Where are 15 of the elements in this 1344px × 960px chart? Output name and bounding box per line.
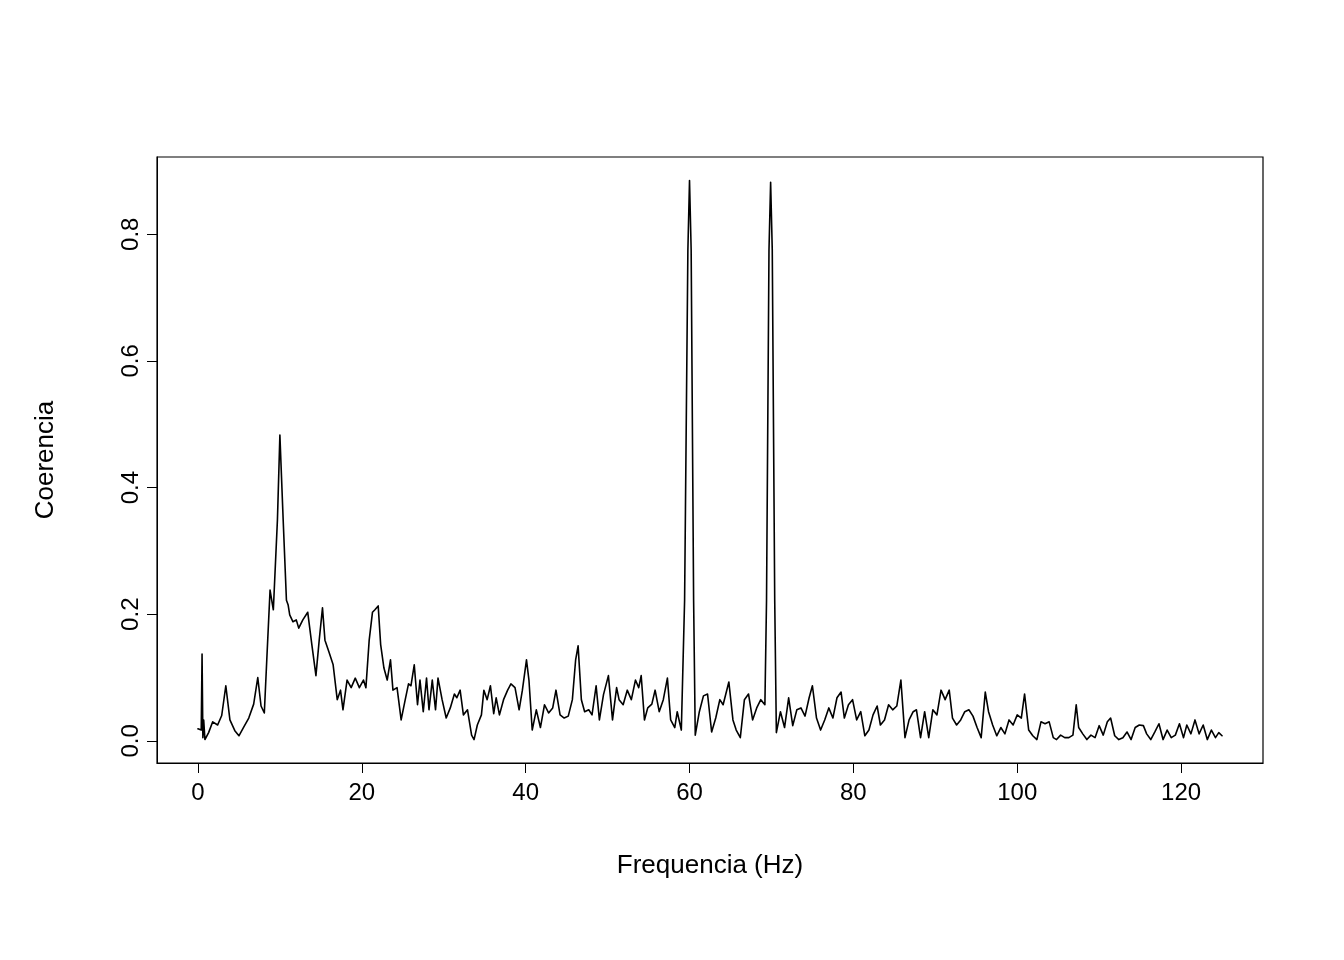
y-tick-label: 0.2 [115, 597, 143, 631]
x-axis-title: Frequencia (Hz) [616, 849, 804, 879]
y-tick-label: 0.0 [115, 724, 143, 758]
x-tick-label: 40 [512, 777, 540, 805]
y-axis-title: Coerencia [29, 400, 59, 520]
x-tick-label: 120 [1161, 777, 1202, 805]
line-series [197, 179, 1223, 741]
y-tick-label: 0.8 [115, 217, 143, 251]
x-tick-label: 0 [191, 777, 205, 805]
x-tick-label: 100 [997, 777, 1038, 805]
y-tick-label: 0.4 [115, 470, 143, 505]
x-tick-label: 60 [676, 777, 703, 805]
x-tick-label: 80 [840, 777, 867, 805]
y-tick-label: 0.6 [115, 344, 143, 378]
x-tick-label: 20 [348, 777, 376, 805]
